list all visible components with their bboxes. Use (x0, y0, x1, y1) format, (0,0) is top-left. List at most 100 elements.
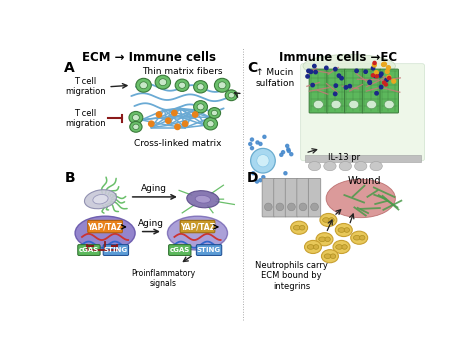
FancyBboxPatch shape (273, 178, 286, 217)
Ellipse shape (319, 237, 326, 242)
Ellipse shape (293, 225, 301, 230)
Ellipse shape (313, 245, 319, 249)
Ellipse shape (366, 100, 376, 109)
Circle shape (314, 70, 317, 74)
Circle shape (274, 180, 277, 183)
Circle shape (313, 64, 316, 68)
Circle shape (375, 75, 378, 78)
Circle shape (334, 67, 337, 71)
Ellipse shape (344, 228, 349, 232)
Circle shape (379, 74, 382, 77)
Ellipse shape (333, 240, 350, 253)
Ellipse shape (175, 79, 189, 91)
Circle shape (192, 112, 198, 117)
Ellipse shape (316, 233, 333, 246)
Text: T cell
migration: T cell migration (65, 77, 105, 96)
Circle shape (325, 66, 328, 70)
Circle shape (307, 69, 310, 72)
Circle shape (287, 150, 291, 153)
Circle shape (382, 63, 385, 67)
Ellipse shape (303, 55, 395, 78)
Circle shape (288, 203, 295, 211)
Text: Wound: Wound (348, 176, 382, 186)
Circle shape (306, 75, 309, 78)
Text: Proinflammatory
signals: Proinflammatory signals (131, 269, 195, 288)
Ellipse shape (323, 218, 329, 222)
Ellipse shape (167, 216, 228, 250)
Ellipse shape (324, 162, 336, 171)
Text: IL-13 pr: IL-13 pr (328, 153, 361, 162)
Ellipse shape (197, 104, 204, 110)
Ellipse shape (329, 218, 334, 222)
Circle shape (165, 118, 171, 123)
Ellipse shape (133, 124, 139, 130)
FancyBboxPatch shape (301, 64, 425, 161)
FancyBboxPatch shape (103, 245, 128, 256)
Ellipse shape (354, 236, 360, 240)
Text: ECM → Immune cells: ECM → Immune cells (82, 51, 216, 64)
Circle shape (259, 142, 262, 146)
Ellipse shape (129, 111, 143, 124)
Circle shape (149, 121, 154, 126)
Ellipse shape (130, 122, 142, 132)
Ellipse shape (313, 100, 323, 109)
Ellipse shape (194, 101, 208, 113)
Ellipse shape (136, 78, 151, 92)
Ellipse shape (321, 250, 338, 263)
Ellipse shape (384, 100, 394, 109)
Circle shape (280, 153, 283, 157)
FancyBboxPatch shape (309, 69, 328, 113)
Ellipse shape (207, 121, 214, 127)
Circle shape (172, 110, 177, 116)
Ellipse shape (320, 213, 337, 226)
Ellipse shape (204, 118, 218, 130)
Ellipse shape (349, 100, 359, 109)
Text: B: B (64, 171, 75, 186)
Circle shape (299, 203, 307, 211)
Ellipse shape (75, 216, 135, 250)
Ellipse shape (291, 221, 308, 234)
Text: C: C (247, 61, 257, 75)
Ellipse shape (155, 75, 171, 89)
Text: Neutrophils carry
ECM bound by
integrins: Neutrophils carry ECM bound by integrins (255, 261, 328, 290)
Circle shape (383, 62, 386, 66)
Circle shape (249, 142, 252, 146)
Ellipse shape (335, 223, 352, 237)
Circle shape (264, 203, 272, 211)
Circle shape (375, 92, 378, 95)
Ellipse shape (339, 162, 352, 171)
Circle shape (340, 76, 343, 80)
Circle shape (290, 153, 293, 156)
Text: cGAS: cGAS (79, 247, 99, 253)
Ellipse shape (330, 254, 336, 258)
Circle shape (175, 124, 180, 130)
Ellipse shape (208, 108, 220, 118)
Text: Cross-linked matrix: Cross-linked matrix (134, 139, 221, 148)
Text: Aging: Aging (138, 219, 164, 228)
Ellipse shape (360, 236, 365, 240)
Circle shape (355, 69, 358, 72)
Circle shape (156, 112, 162, 117)
FancyBboxPatch shape (297, 178, 309, 217)
Circle shape (380, 86, 383, 89)
FancyBboxPatch shape (327, 69, 346, 113)
Circle shape (385, 78, 388, 82)
Ellipse shape (300, 225, 305, 230)
Circle shape (372, 74, 374, 77)
Ellipse shape (304, 240, 321, 253)
Text: Immune cells →EC: Immune cells →EC (279, 51, 397, 64)
Text: YAP/TAZ: YAP/TAZ (180, 222, 215, 231)
Circle shape (364, 70, 367, 74)
Circle shape (392, 79, 396, 83)
Ellipse shape (197, 84, 204, 90)
Circle shape (348, 84, 351, 88)
Ellipse shape (140, 82, 147, 89)
Circle shape (383, 81, 386, 84)
Text: Thin matrix fibers: Thin matrix fibers (142, 67, 222, 76)
Circle shape (310, 70, 313, 74)
Text: ↑ Mucin
sulfation: ↑ Mucin sulfation (256, 68, 295, 88)
Text: Aging: Aging (141, 184, 167, 193)
FancyBboxPatch shape (345, 69, 363, 113)
Circle shape (252, 172, 255, 175)
FancyBboxPatch shape (88, 220, 122, 233)
